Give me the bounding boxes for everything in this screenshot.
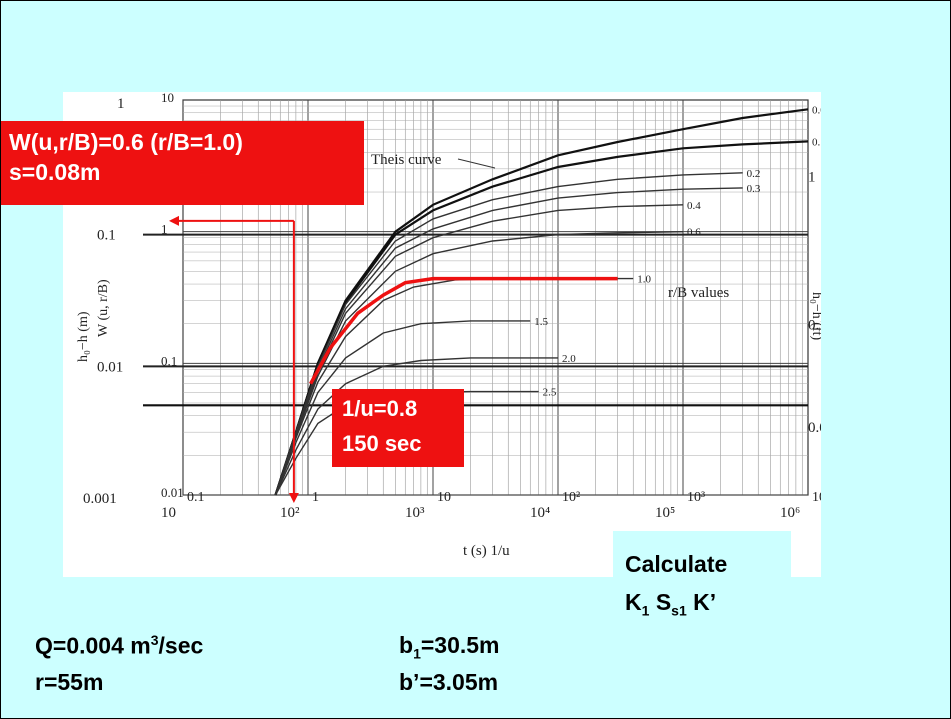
radius-text: r=55m bbox=[35, 669, 104, 695]
type-curve-0-4 bbox=[274, 204, 684, 496]
curve-label-2-0: 2.0 bbox=[562, 353, 576, 365]
type-curve-0-6 bbox=[274, 231, 684, 496]
calculate-box bbox=[613, 531, 791, 627]
theis-curve-leader bbox=[457, 158, 496, 169]
w-value-callout: W(u,r/B)=0.6 (r/B=1.0) s=0.08m bbox=[1, 121, 364, 205]
y-axis-label-ft: h₀−h (ft) bbox=[809, 292, 821, 340]
aquifer-thickness-text: b1=30.5m bbox=[399, 632, 500, 662]
type-curve-1-5 bbox=[274, 320, 531, 496]
x-tick-label-t: 10 bbox=[161, 505, 176, 521]
x-tick-label-1u: 10² bbox=[562, 490, 580, 505]
x-axis-label: t (s) 1/u bbox=[463, 543, 510, 559]
y-tick-label-w: 0.1 bbox=[161, 353, 177, 368]
theis-curve-label: Theis curve bbox=[371, 152, 442, 168]
y-tick-label-w: 1 bbox=[161, 222, 168, 237]
calculate-targets: K1 Ss1 K’ bbox=[625, 589, 717, 619]
curve-label-0-4: 0.4 bbox=[687, 200, 701, 212]
u-reading-arrowhead bbox=[288, 493, 299, 503]
aquitard-thickness-text: b’=3.05m bbox=[399, 669, 499, 695]
y-tick-label-ft: 1 bbox=[808, 170, 816, 186]
x-tick-label-1u: 10 bbox=[437, 490, 451, 505]
curve-label-0-05: 0.05 bbox=[812, 104, 821, 116]
x-tick-label-t: 10² bbox=[280, 505, 300, 521]
curve-label-0-3: 0.3 bbox=[747, 183, 761, 195]
calculate-label: Calculate bbox=[625, 551, 728, 577]
y-tick-label-w: 10 bbox=[161, 92, 174, 105]
discharge-text: Q=0.004 m3/sec bbox=[35, 632, 204, 659]
y-axis-label-m: h₀−h (m) bbox=[76, 311, 91, 362]
y-tick-label-m: 1 bbox=[117, 96, 125, 112]
x-tick-label-1u: 10³ bbox=[687, 490, 705, 505]
x-tick-label-t: 10⁶ bbox=[780, 505, 800, 521]
curve-label-0-6: 0.6 bbox=[687, 227, 701, 239]
w-reading-arrowhead bbox=[169, 215, 179, 226]
curve-label-2-5: 2.5 bbox=[543, 387, 557, 399]
matched-curve-line bbox=[309, 276, 618, 385]
y-axis-label-w: W (u, r/B) bbox=[96, 279, 111, 337]
x-tick-label-1u: 1 bbox=[312, 490, 319, 505]
time-text: 150 sec bbox=[342, 431, 422, 456]
u-value-callout: 1/u=0.8 150 sec bbox=[332, 389, 464, 467]
curve-label-0-2: 0.2 bbox=[747, 168, 761, 180]
y-tick-label-ft: 0.1 bbox=[808, 318, 821, 334]
x-tick-label-1u: 0.1 bbox=[187, 490, 205, 505]
y-tick-label-ft: 0.01 bbox=[808, 420, 821, 436]
type-curve-2-0 bbox=[274, 357, 558, 496]
x-tick-label-t: 10⁴ bbox=[530, 505, 550, 521]
type-curve-0-3 bbox=[274, 187, 743, 496]
x-tick-label-t: 10³ bbox=[405, 505, 425, 521]
y-tick-label-m: 0.1 bbox=[97, 228, 116, 244]
inverse-u-text: 1/u=0.8 bbox=[342, 396, 418, 421]
y-tick-label-m: 0.001 bbox=[83, 491, 117, 507]
curve-label-0-1: 0.1 bbox=[812, 136, 821, 148]
y-tick-label-m: 0.01 bbox=[97, 359, 123, 375]
rb-values-label: r/B values bbox=[668, 285, 729, 301]
curve-label-1-5: 1.5 bbox=[534, 316, 548, 328]
curve-label-1-0: 1.0 bbox=[637, 274, 651, 286]
drawdown-text: s=0.08m bbox=[9, 159, 101, 185]
w-value-text: W(u,r/B)=0.6 (r/B=1.0) bbox=[9, 129, 243, 155]
y-tick-label-w: 0.01 bbox=[161, 485, 184, 500]
x-tick-label-1u: 10⁴ bbox=[812, 490, 821, 505]
x-tick-label-t: 10⁵ bbox=[655, 505, 675, 521]
